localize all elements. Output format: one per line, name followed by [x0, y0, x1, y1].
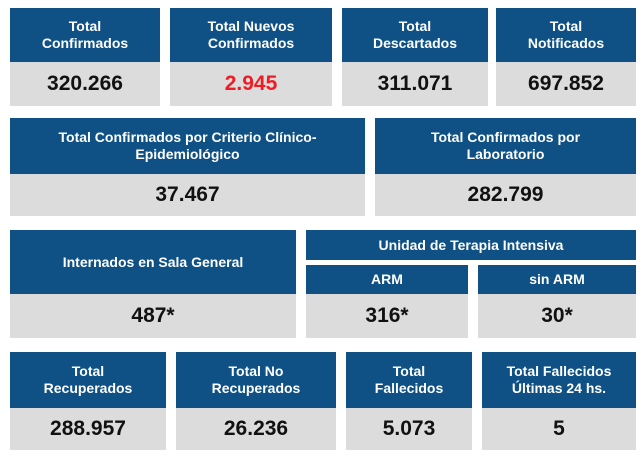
card-value: 288.957	[10, 408, 166, 450]
card-label: sin ARM	[478, 265, 636, 294]
card-label: ARM	[306, 265, 468, 294]
card-label: Total Nuevos Confirmados	[170, 8, 332, 62]
card-total-notificados: Total Notificados 697.852	[496, 8, 636, 106]
uti-header: Unidad de Terapia Intensiva	[306, 230, 636, 260]
card-value: 311.071	[342, 62, 488, 106]
card-arm: ARM 316*	[306, 265, 468, 338]
card-value: 5	[482, 408, 636, 450]
card-total-confirmados: Total Confirmados 320.266	[10, 8, 160, 106]
card-label: Total Confirmados	[10, 8, 160, 62]
card-value: 30*	[478, 294, 636, 338]
card-label: Total Recuperados	[10, 352, 166, 408]
card-label: Total Fallecidos Últimas 24 hs.	[482, 352, 636, 408]
card-value: 2.945	[170, 62, 332, 106]
card-value: 316*	[306, 294, 468, 338]
card-label: Total Descartados	[342, 8, 488, 62]
card-value: 697.852	[496, 62, 636, 106]
card-label: Total No Recuperados	[176, 352, 336, 408]
card-total-nuevos-confirmados: Total Nuevos Confirmados 2.945	[170, 8, 332, 106]
card-value: 320.266	[10, 62, 160, 106]
card-value: 282.799	[375, 174, 636, 216]
card-value: 487*	[10, 294, 296, 338]
card-fallecidos-24hs: Total Fallecidos Últimas 24 hs. 5	[482, 352, 636, 450]
card-label: Total Confirmados por Laboratorio	[375, 118, 636, 174]
card-total-fallecidos: Total Fallecidos 5.073	[346, 352, 472, 450]
card-confirmados-criterio-clinico: Total Confirmados por Criterio Clínico- …	[10, 118, 365, 216]
card-label: Internados en Sala General	[10, 230, 296, 294]
card-sin-arm: sin ARM 30*	[478, 265, 636, 338]
card-value: 5.073	[346, 408, 472, 450]
card-confirmados-laboratorio: Total Confirmados por Laboratorio 282.79…	[375, 118, 636, 216]
card-total-recuperados: Total Recuperados 288.957	[10, 352, 166, 450]
card-total-descartados: Total Descartados 311.071	[342, 8, 488, 106]
card-value: 37.467	[10, 174, 365, 216]
card-total-no-recuperados: Total No Recuperados 26.236	[176, 352, 336, 450]
card-label: Total Fallecidos	[346, 352, 472, 408]
card-internados-sala-general: Internados en Sala General 487*	[10, 230, 296, 338]
card-value: 26.236	[176, 408, 336, 450]
card-label: Total Notificados	[496, 8, 636, 62]
card-label: Total Confirmados por Criterio Clínico- …	[10, 118, 365, 174]
